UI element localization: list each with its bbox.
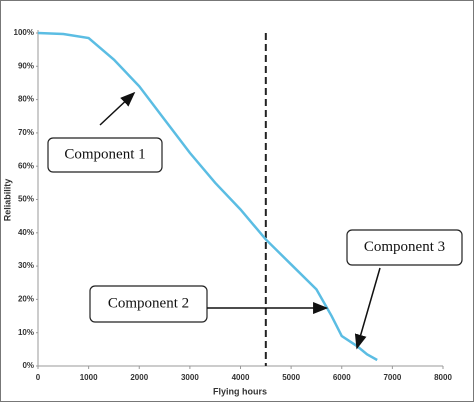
y-tick-label: 70% [18, 128, 34, 137]
x-tick-label: 6000 [333, 373, 351, 382]
y-tick-label: 40% [18, 228, 34, 237]
x-axis-label: Flying hours [213, 386, 267, 396]
x-tick-label: 8000 [434, 373, 452, 382]
y-tick-label: 20% [18, 295, 34, 304]
line-series [37, 31, 378, 362]
x-tick-label: 1000 [80, 373, 98, 382]
x-tick-label: 2000 [130, 373, 148, 382]
annotation-arrow [99, 91, 136, 126]
annotation-arrow [354, 267, 381, 350]
annotation-box [89, 285, 208, 323]
y-tick-label: 50% [18, 195, 34, 204]
annotation-box [47, 137, 163, 173]
y-tick-label: 100% [14, 28, 34, 37]
y-tick-label: 90% [18, 61, 34, 70]
annotation-box [346, 229, 463, 266]
y-tick-label: 80% [18, 95, 34, 104]
y-tick-label: 0% [22, 361, 34, 370]
annotation-text: Component 1 [64, 146, 145, 162]
y-tick-label: 10% [18, 328, 34, 337]
x-tick-label: 0 [36, 373, 41, 382]
x-tick-label: 7000 [383, 373, 401, 382]
y-axis-label: Reliability [2, 179, 12, 222]
x-tick-label: 5000 [282, 373, 300, 382]
y-tick-label: 30% [18, 261, 34, 270]
annotation-text: Component 3 [364, 239, 445, 255]
x-tick-label: 3000 [181, 373, 199, 382]
annotation-text: Component 2 [108, 295, 189, 311]
y-tick-label: 60% [18, 161, 34, 170]
x-tick-label: 4000 [232, 373, 250, 382]
